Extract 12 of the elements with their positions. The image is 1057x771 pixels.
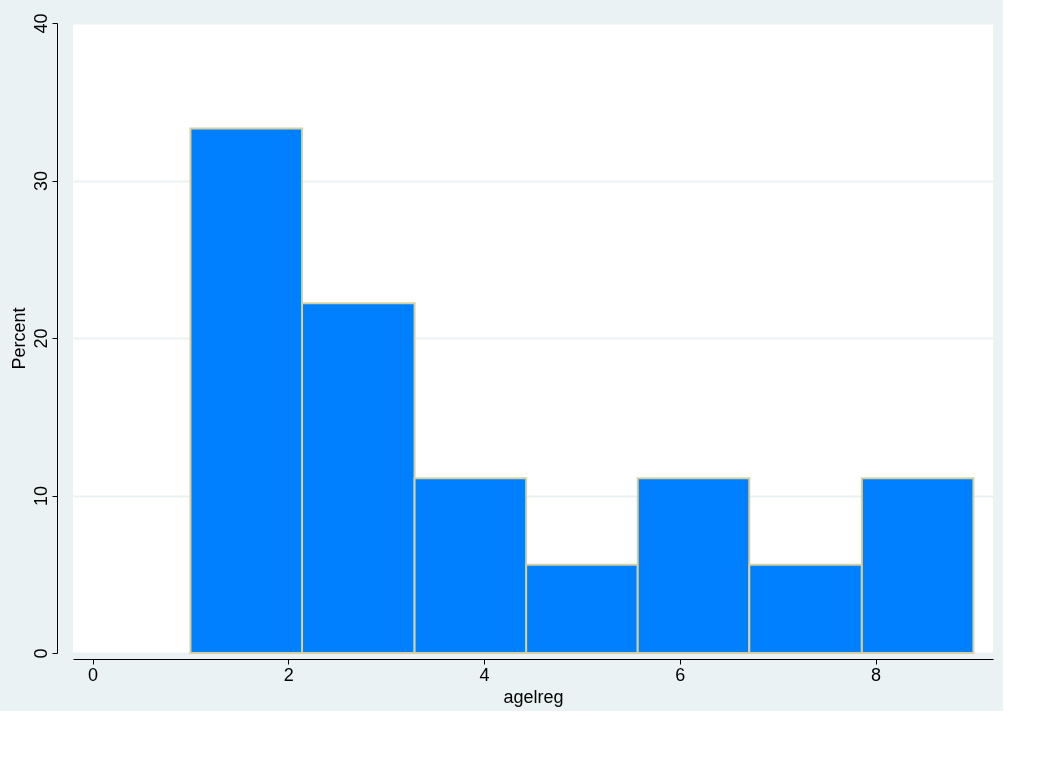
y-tick-label: 40: [30, 13, 51, 34]
y-tick-label: 30: [30, 170, 51, 192]
x-axis-title: agelreg: [503, 686, 564, 707]
y-axis-title: Percent: [8, 307, 29, 370]
x-tick-label: 0: [88, 664, 99, 685]
x-tick-label: 8: [871, 664, 882, 685]
y-tick-label: 20: [30, 328, 51, 349]
y-tick-label: 0: [30, 648, 51, 659]
x-tick-label: 6: [675, 664, 686, 685]
x-tick-label: 2: [283, 664, 294, 685]
x-tick-label: 4: [479, 664, 490, 685]
y-tick-label: 10: [30, 485, 51, 507]
